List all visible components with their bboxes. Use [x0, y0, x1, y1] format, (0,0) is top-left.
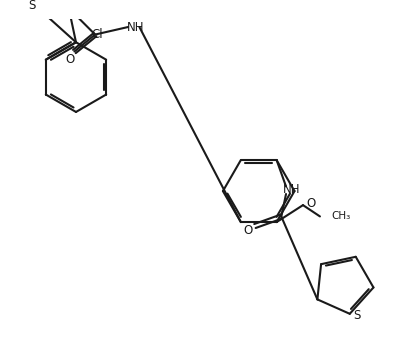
Text: O: O — [244, 224, 253, 237]
Text: CH₃: CH₃ — [331, 211, 351, 221]
Text: O: O — [306, 197, 315, 210]
Text: S: S — [353, 309, 361, 322]
Text: NH: NH — [283, 183, 300, 196]
Text: O: O — [65, 53, 74, 65]
Text: S: S — [28, 0, 36, 12]
Text: NH: NH — [127, 20, 144, 34]
Text: Cl: Cl — [91, 28, 103, 41]
